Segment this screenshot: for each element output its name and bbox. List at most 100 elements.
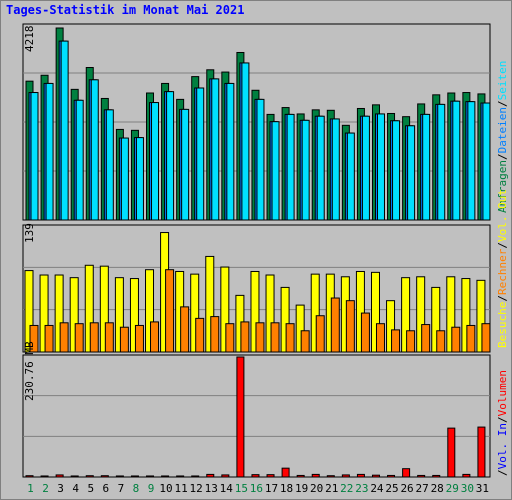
seiten-bar — [392, 120, 401, 221]
rechner-bar — [315, 315, 325, 353]
volumen-bar — [417, 474, 426, 478]
rechner-bar — [421, 324, 431, 353]
rechner-bar — [466, 324, 476, 353]
rechner-bar — [44, 324, 54, 353]
volumen-bar — [115, 475, 124, 478]
legend-vol-out: Vol. Out — [496, 189, 509, 243]
rechner-bar — [360, 312, 370, 353]
day-label: 2 — [42, 482, 49, 495]
day-label: 23 — [355, 482, 369, 495]
rechner-bar — [406, 330, 416, 353]
rechner-bar — [150, 321, 160, 353]
besuche-bar — [401, 277, 411, 353]
day-label: 21 — [325, 482, 339, 495]
hits-ymax-label: 4218 — [23, 25, 36, 53]
day-label: 16 — [249, 482, 264, 495]
day-label: 27 — [415, 482, 429, 495]
chart-title: Tages-Statistik im Monat Mai 2021 — [6, 3, 245, 17]
seiten-bar — [376, 113, 385, 221]
rechner-bar — [89, 322, 99, 353]
volumen-bar — [432, 474, 441, 478]
seiten-bar — [151, 102, 160, 221]
day-label: 26 — [400, 482, 414, 495]
seiten-bar — [166, 91, 175, 221]
besuche-bar — [280, 286, 290, 353]
seiten-bar — [90, 79, 99, 221]
volumen-bar — [206, 473, 215, 478]
rechner-bar — [285, 323, 295, 353]
day-label: 9 — [147, 482, 155, 495]
volumen-bar — [55, 474, 64, 478]
seiten-bar — [422, 113, 431, 221]
rechner-bar — [451, 326, 461, 353]
seiten-bar — [105, 109, 114, 221]
day-label: 28 — [430, 482, 444, 495]
besuche-bar — [99, 265, 109, 353]
legend-seiten: Seiten — [496, 60, 509, 101]
day-label: 19 — [294, 482, 309, 495]
volumen-bar — [191, 475, 200, 478]
volumen-bar — [356, 473, 365, 478]
besuche-bar — [461, 278, 471, 353]
volumen-bar — [236, 356, 245, 478]
volumen-bar — [40, 475, 49, 478]
besuche-bar — [84, 264, 94, 353]
seiten-bar — [482, 102, 491, 221]
besuche-bar — [310, 273, 320, 353]
seiten-bar — [331, 118, 340, 221]
seiten-bar — [196, 87, 205, 221]
rechner-bar — [436, 330, 446, 353]
rechner-bar — [104, 322, 114, 353]
besuche-bar — [431, 286, 441, 353]
volumen-bar — [311, 473, 320, 478]
rechner-bar — [300, 330, 310, 353]
day-label: 6 — [102, 482, 110, 495]
besuche-bar — [69, 277, 79, 353]
day-label: 29 — [445, 482, 459, 495]
day-label: 3 — [57, 482, 64, 495]
rechner-bar — [330, 297, 340, 353]
besuche-bar — [114, 277, 124, 353]
seiten-bar — [407, 125, 416, 221]
seiten-bar — [467, 101, 476, 221]
volumen-bar — [25, 475, 34, 478]
day-label: 12 — [189, 482, 203, 495]
besuche-bar — [265, 274, 275, 353]
seiten-bar — [271, 121, 280, 221]
volumen-bar — [402, 468, 411, 478]
day-label: 22 — [340, 482, 354, 495]
besuche-bar — [205, 255, 215, 353]
seiten-bar — [120, 137, 129, 221]
rechner-bar — [225, 323, 235, 353]
volumen-bar — [161, 475, 170, 478]
volumen-bar — [326, 475, 335, 478]
legend-besuche: Besuche — [496, 301, 509, 348]
rechner-bar — [180, 306, 190, 353]
besuche-bar — [370, 271, 380, 353]
besuche-bar — [386, 300, 396, 353]
legend-volumen: Volumen — [496, 370, 509, 417]
day-label: 7 — [117, 482, 125, 495]
seiten-bar — [256, 98, 265, 221]
volumen-bar — [477, 426, 486, 478]
volumen-bar — [100, 475, 109, 478]
seiten-bar — [60, 40, 69, 221]
volumen-bar — [341, 474, 350, 478]
seiten-bar — [181, 108, 190, 221]
besuche-bar — [416, 276, 426, 353]
rechner-bar — [134, 324, 144, 353]
volumen-bar — [281, 467, 290, 478]
volume-ymax-label: 230.76 MB — [23, 341, 36, 401]
rechner-bar — [165, 269, 175, 353]
day-label: 17 — [264, 482, 279, 495]
day-label: 5 — [87, 482, 95, 495]
day-label: 8 — [132, 482, 140, 495]
seiten-bar — [361, 115, 370, 221]
rechner-bar — [240, 321, 250, 353]
day-label: 10 — [159, 482, 173, 495]
visits-ymax-label: 139 — [23, 223, 36, 243]
seiten-bar — [75, 99, 84, 221]
seiten-bar — [45, 82, 54, 221]
rechner-bar — [481, 323, 491, 353]
volumen-bar — [447, 427, 456, 478]
